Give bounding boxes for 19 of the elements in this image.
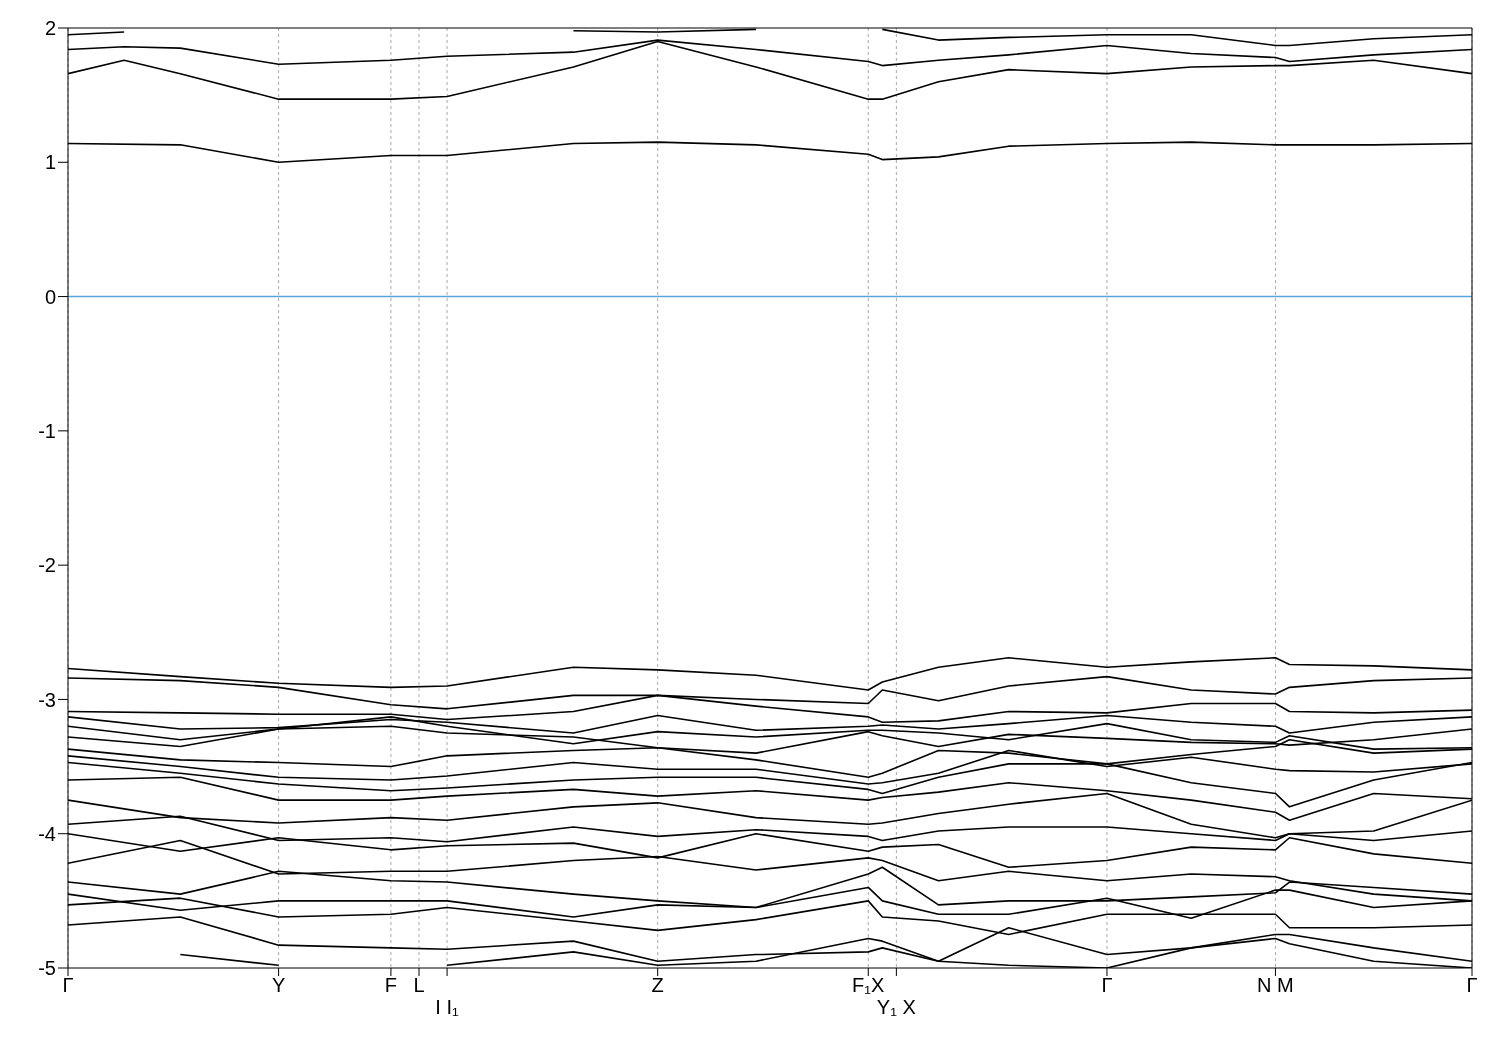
y-tick-label: -3	[38, 688, 56, 711]
y-tick-label: 2	[44, 17, 56, 40]
x-tick-label: Y	[271, 974, 286, 996]
x-tick-label: L	[413, 974, 425, 996]
y-tick-label: -1	[38, 419, 56, 442]
y-tick-label: -4	[38, 822, 56, 845]
x-tick-label: Y₁ X	[876, 996, 916, 1018]
y-tick-label: 0	[44, 285, 56, 308]
y-tick-label: -5	[38, 957, 56, 980]
x-tick-label: I I₁	[435, 996, 460, 1018]
x-tick-label: Γ	[1101, 974, 1113, 996]
x-tick-label: Z	[651, 974, 664, 996]
y-tick-label: -2	[38, 554, 56, 577]
x-tick-label: Γ	[1466, 974, 1478, 996]
x-tick-label: F	[384, 974, 398, 996]
x-tick-label: N M	[1257, 974, 1294, 996]
y-tick-label: 1	[44, 151, 56, 174]
x-tick-label: F₁X	[852, 974, 885, 996]
x-tick-label: Γ	[62, 974, 74, 996]
